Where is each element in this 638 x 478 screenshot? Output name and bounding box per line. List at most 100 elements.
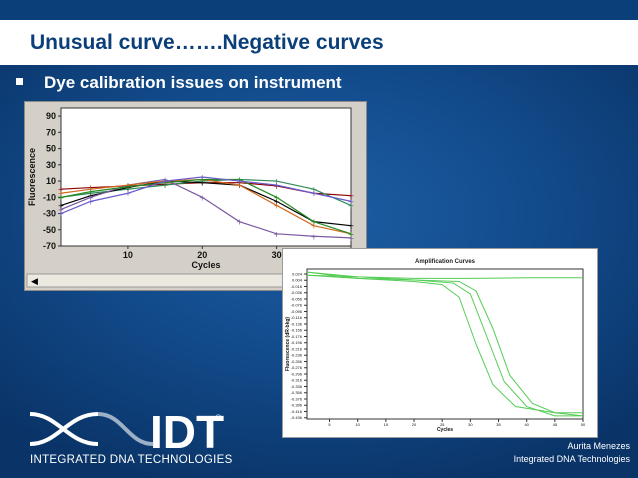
series-point: + [348, 197, 355, 206]
series-point: + [199, 175, 206, 184]
y-tick-label: -0.356 [291, 390, 303, 395]
series-point: + [348, 234, 355, 243]
x-axis-label: Cycles [191, 260, 220, 270]
y-tick-label: -0.196 [291, 340, 303, 345]
x-tick-label: 10 [355, 422, 360, 427]
y-tick-label: -0.436 [291, 415, 303, 420]
series-point: + [273, 201, 280, 210]
y-tick-label: -0.296 [291, 371, 303, 376]
y-tick-label: -0.116 [291, 315, 303, 320]
series-point: + [310, 222, 317, 231]
series-point: + [58, 193, 65, 202]
y-tick-label: -0.316 [291, 378, 303, 383]
y-tick-label: 10 [46, 176, 56, 186]
series-point: + [199, 173, 206, 182]
series-point: + [199, 179, 206, 188]
series-point: + [87, 192, 94, 201]
y-tick-label: -30 [43, 209, 56, 219]
x-tick-label: 5 [328, 422, 331, 427]
series-point: + [273, 193, 280, 202]
series-point: + [162, 179, 169, 188]
series-point: + [162, 177, 169, 186]
author-org: Integrated DNA Technologies [513, 454, 630, 464]
amplification-chart-window: Amplification Curves 0.024 0.004 -0.016 -0.0… [282, 248, 598, 438]
series-point: + [162, 181, 169, 190]
series-point: + [348, 201, 355, 210]
scroll-left-arrow-icon[interactable]: ◀ [31, 277, 38, 287]
x-tick-label: 20 [197, 250, 207, 260]
x-tick-label: 10 [123, 250, 133, 260]
series-point: + [162, 175, 169, 184]
logo-tagline: INTEGRATED DNA TECHNOLOGIES [30, 454, 233, 466]
y-tick-label: -0.416 [291, 409, 303, 414]
y-tick-label: -0.396 [291, 403, 303, 408]
series-point: + [348, 192, 355, 201]
series-point: + [125, 183, 132, 192]
y-tick-label: -0.176 [291, 334, 303, 339]
series-point: + [310, 189, 317, 198]
series-point: + [310, 218, 317, 227]
series-point: + [87, 188, 94, 197]
x-tick-label: 45 [553, 422, 558, 427]
amplification-chart: Amplification Curves0.0240.004-0.016-0.0… [285, 259, 586, 433]
dna-helix-icon [29, 412, 154, 446]
series-point: + [87, 184, 94, 193]
series-point: + [236, 179, 243, 188]
x-tick-label: 30 [272, 250, 282, 260]
y-tick-label: -0.336 [291, 384, 303, 389]
y-tick-label: 30 [46, 160, 56, 170]
series-point: + [199, 177, 206, 186]
series-line-4 [306, 274, 584, 417]
series-point: + [310, 232, 317, 241]
series-point: + [58, 205, 65, 214]
y-tick-label: -0.256 [291, 359, 303, 364]
series-point: + [273, 181, 280, 190]
y-tick-label: 50 [46, 144, 56, 154]
x-tick-label: 50 [581, 422, 586, 427]
series-point: + [273, 177, 280, 186]
series-point: + [273, 197, 280, 206]
x-tick-label: 30 [468, 422, 473, 427]
y-tick-label: -0.096 [291, 309, 303, 314]
x-tick-label: 25 [440, 422, 445, 427]
y-tick-label: -0.056 [291, 296, 303, 301]
series-point: + [58, 193, 65, 202]
y-tick-label: 0.024 [292, 271, 303, 276]
series-point: + [87, 185, 94, 194]
bullet-text: Dye calibration issues on instrument [44, 73, 342, 92]
y-axis-label: Fluorescence (dR-bkg) [285, 317, 291, 372]
y-tick-label: -70 [43, 241, 56, 251]
idt-logo: IDT ® [29, 406, 224, 454]
series-point: + [273, 182, 280, 191]
series-point: + [87, 193, 94, 202]
y-tick-label: -50 [43, 225, 56, 235]
series-point: + [58, 210, 65, 219]
chart-title: Amplification Curves [415, 259, 476, 265]
series-point: + [310, 185, 317, 194]
plot-area [306, 268, 584, 420]
x-tick-label: 15 [384, 422, 389, 427]
x-tick-label: 40 [524, 422, 529, 427]
series-point: + [58, 201, 65, 210]
title-bar [0, 20, 638, 65]
series-point: + [58, 189, 65, 198]
series-point: + [199, 193, 206, 202]
y-tick-label: 90 [46, 111, 56, 121]
bullet-icon [16, 78, 23, 85]
y-tick-label: -0.076 [291, 303, 303, 308]
logo-wordmark: IDT [150, 406, 224, 454]
series-point: + [236, 177, 243, 186]
registered-mark: ® [215, 413, 222, 423]
y-tick-label: -0.156 [291, 328, 303, 333]
series-point: + [236, 218, 243, 227]
slide-title: Unusual curve…….Negative curves [30, 31, 384, 54]
series-point: + [236, 175, 243, 184]
x-axis-label: Cycles [437, 427, 453, 433]
series-line-6 [60, 178, 352, 235]
x-tick-label: 35 [496, 422, 501, 427]
y-tick-label: -0.216 [291, 346, 303, 351]
series-point: + [348, 222, 355, 231]
top-band [0, 0, 638, 20]
series-line-7 [60, 176, 352, 215]
series-point: + [348, 230, 355, 239]
